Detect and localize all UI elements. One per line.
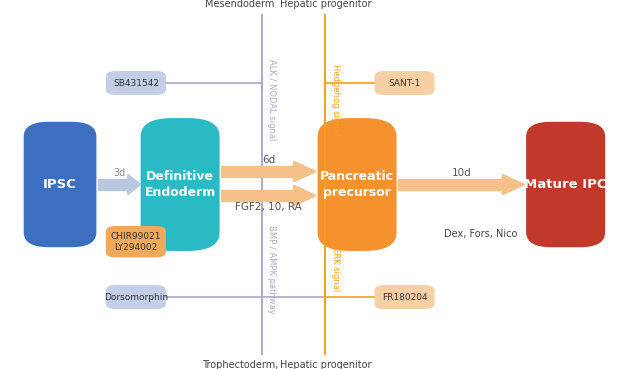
Polygon shape [98,179,128,190]
Polygon shape [128,175,140,195]
Text: ERK signal: ERK signal [331,247,339,292]
Text: IPSC: IPSC [43,178,77,191]
FancyBboxPatch shape [374,285,435,309]
Text: Mature IPC: Mature IPC [525,178,607,191]
Polygon shape [294,186,316,206]
Text: Trophectoderm,
Ecoderm: Trophectoderm, Ecoderm [202,360,278,369]
Polygon shape [221,166,294,177]
Text: FGF2, 10, RA: FGF2, 10, RA [235,202,302,213]
Text: Dex, Fors, Nico: Dex, Fors, Nico [444,229,517,239]
FancyBboxPatch shape [374,71,435,95]
Polygon shape [502,175,525,195]
Text: Mesendoderm: Mesendoderm [205,0,275,9]
Text: BMP / AMPK pathway: BMP / AMPK pathway [267,225,276,314]
Text: FR180204: FR180204 [382,293,427,301]
Text: Pancreatic
precursor: Pancreatic precursor [320,170,394,199]
FancyBboxPatch shape [106,71,166,95]
FancyBboxPatch shape [106,226,166,258]
Text: Hedgehog signal: Hedgehog signal [331,64,339,135]
Polygon shape [294,162,316,182]
Text: Hepatic progenitor: Hepatic progenitor [280,360,371,369]
Text: 6d: 6d [262,155,275,165]
Polygon shape [398,179,502,190]
FancyBboxPatch shape [106,285,166,309]
Polygon shape [221,190,294,201]
Text: CHIR99021
LY294002: CHIR99021 LY294002 [111,232,161,252]
Text: Hepatic progenitor: Hepatic progenitor [280,0,371,9]
Text: ALK / NODAL signal: ALK / NODAL signal [267,59,276,140]
Text: Definitive
Endoderm: Definitive Endoderm [145,170,216,199]
Text: 10d: 10d [451,168,471,178]
FancyBboxPatch shape [140,118,220,251]
Text: SB431542: SB431542 [113,79,159,87]
Text: 3d: 3d [113,168,125,178]
FancyBboxPatch shape [317,118,397,251]
Text: SANT-1: SANT-1 [388,79,421,87]
FancyBboxPatch shape [526,122,605,247]
Text: Dorsomorphin: Dorsomorphin [104,293,168,301]
FancyBboxPatch shape [24,122,96,247]
